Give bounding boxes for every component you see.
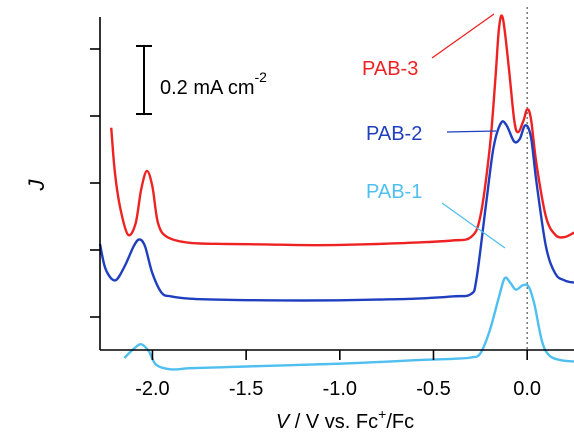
scale-bar-label: 0.2 mA cm-2 bbox=[160, 69, 267, 99]
series-label-pab2: PAB-2 bbox=[366, 123, 422, 145]
scale-bar-unit-sup: -2 bbox=[254, 69, 267, 85]
scale-bar: 0.2 mA cm-2 bbox=[136, 45, 267, 115]
x-ticks: -2.0 -1.5 -1.0 -0.5 0.0 bbox=[135, 350, 541, 400]
series-annotations: PAB-3 PAB-2 PAB-1 bbox=[362, 13, 506, 249]
series-label-pab1: PAB-1 bbox=[366, 181, 422, 203]
y-ticks bbox=[90, 48, 100, 318]
leader-line-pab1 bbox=[441, 202, 506, 249]
leader-line-pab2 bbox=[446, 130, 497, 133]
leader-line-pab3 bbox=[431, 13, 495, 59]
series-line-pab2 bbox=[98, 120, 574, 302]
x-axis-label: V / V vs. Fc+/Fc bbox=[276, 406, 414, 433]
x-tick-label: -0.5 bbox=[416, 378, 450, 400]
x-tick-label: -1.0 bbox=[323, 378, 357, 400]
y-axis-label: J bbox=[24, 179, 49, 192]
x-tick-label: -2.0 bbox=[135, 378, 169, 400]
series-label-pab3: PAB-3 bbox=[362, 58, 418, 80]
x-tick-label: 0.0 bbox=[513, 378, 541, 400]
x-tick-label: -1.5 bbox=[229, 378, 263, 400]
series-line-pab3 bbox=[110, 14, 574, 247]
plot-area bbox=[98, 7, 574, 371]
series-line-pab1 bbox=[123, 276, 574, 371]
